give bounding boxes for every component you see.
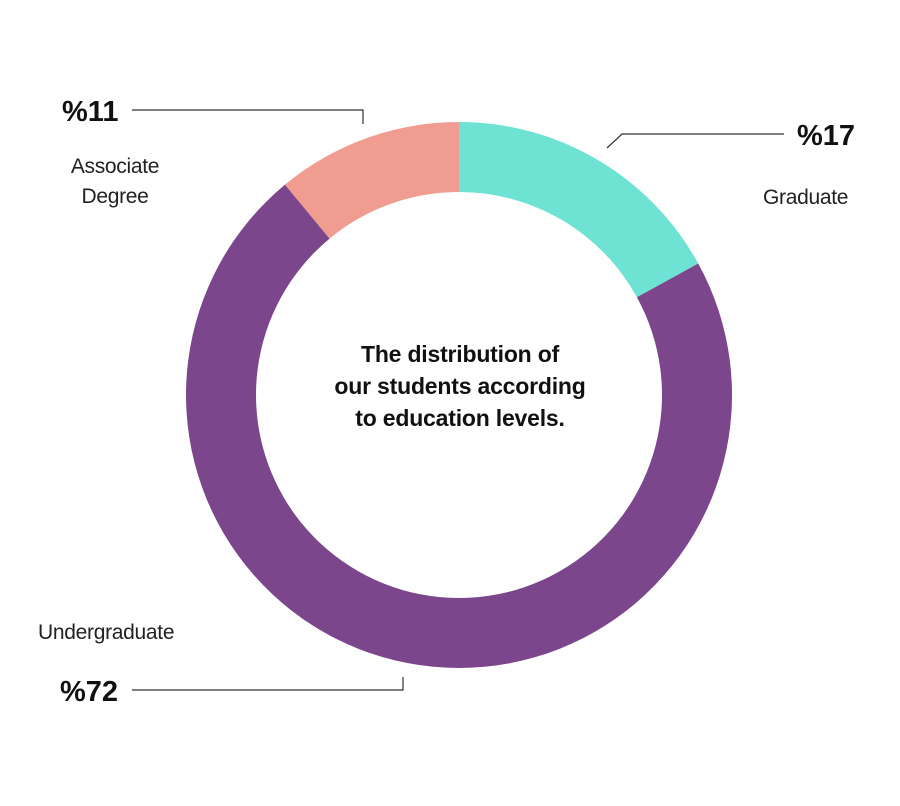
graduate-percent-label: %17: [797, 120, 856, 152]
slices-layer: [186, 122, 733, 668]
leader-lines-layer: [132, 109, 784, 691]
associate-category-label: Associate Degree: [70, 155, 160, 208]
leader-line-undergraduate: [132, 677, 404, 691]
undergraduate-category-label: Undergraduate: [38, 621, 175, 644]
center-title-line-2: our students according: [334, 373, 586, 399]
leader-line-graduate: [606, 133, 784, 149]
associate-percent-label: %11: [62, 96, 119, 128]
center-title-line-3: to education levels.: [355, 405, 565, 431]
undergraduate-percent-label: %72: [60, 676, 119, 708]
center-title-line-1: The distribution of: [360, 341, 560, 367]
slice-undergraduate: [186, 184, 733, 668]
center-title: The distribution of our students accordi…: [300, 338, 620, 434]
slice-associate-degree: [284, 122, 459, 239]
slice-graduate: [459, 122, 699, 298]
leader-line-associate-degree: [132, 109, 364, 124]
graduate-category-label: Graduate: [763, 186, 849, 209]
